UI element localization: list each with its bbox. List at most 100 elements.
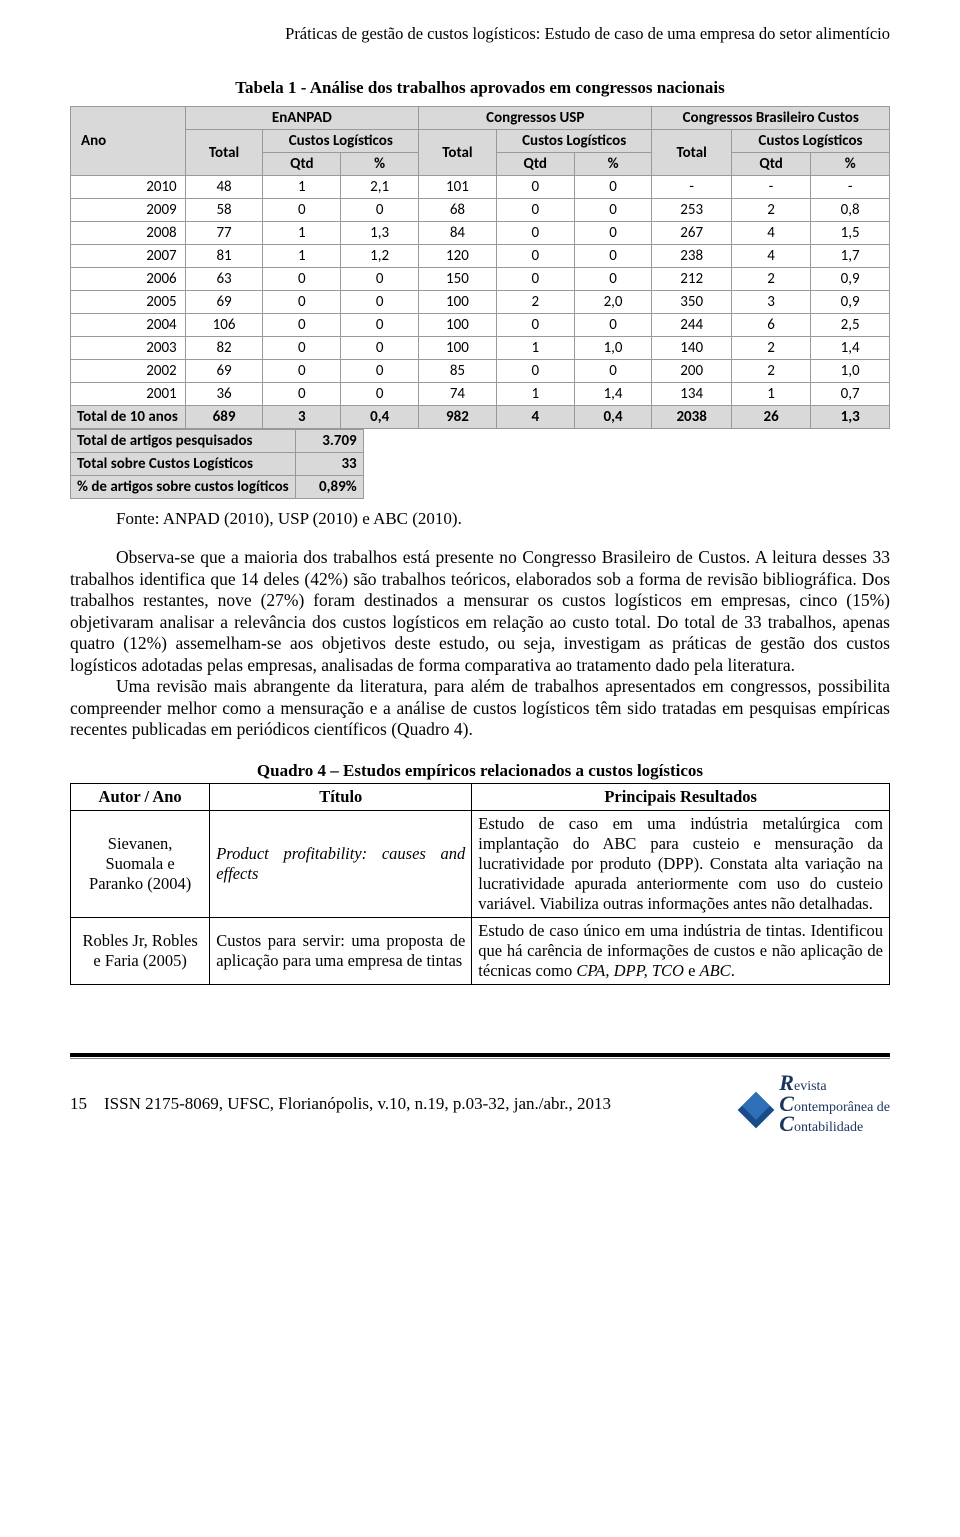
table-cell: 0,9 <box>811 291 890 314</box>
table-cell: 2 <box>496 291 574 314</box>
q4-title: Custos para servir: uma proposta de apli… <box>210 917 472 984</box>
logo-text: Revista Contemporânea de Contabilidade <box>779 1073 890 1136</box>
table-cell: - <box>652 176 731 199</box>
th-qtd: Qtd <box>263 153 341 176</box>
table1-grid: Ano EnANPAD Congressos USP Congressos Br… <box>70 106 890 429</box>
th-cbc: Congressos Brasileiro Custos <box>652 107 890 130</box>
table-cell: 350 <box>652 291 731 314</box>
table-cell: 0 <box>574 268 652 291</box>
table-cell: 2 <box>731 337 810 360</box>
running-header: Práticas de gestão de custos logísticos:… <box>70 24 890 44</box>
table-cell: 4 <box>731 245 810 268</box>
table-cell: 82 <box>185 337 263 360</box>
table-cell: 3 <box>731 291 810 314</box>
table-cell: 4 <box>731 222 810 245</box>
table-cell: 2007 <box>71 245 186 268</box>
table-cell: 120 <box>419 245 497 268</box>
table1-caption: Tabela 1 - Análise dos trabalhos aprovad… <box>70 78 890 98</box>
table-cell: 0 <box>263 199 341 222</box>
table-cell: 36 <box>185 383 263 406</box>
th-cl-a: Custos Logísticos <box>263 130 419 153</box>
table-cell: 85 <box>419 360 497 383</box>
table-cell: 0 <box>574 176 652 199</box>
table-cell: 0 <box>574 360 652 383</box>
table-cell: 63 <box>185 268 263 291</box>
table-cell: 2009 <box>71 199 186 222</box>
table-row: 200136007411,413410,7 <box>71 383 890 406</box>
q4-th-result: Principais Resultados <box>472 783 890 810</box>
q4-author: Sievanen, Suomala e Paranko (2004) <box>71 810 210 917</box>
logo-line2: ontemporânea de <box>794 1100 890 1115</box>
table-cell: 2005 <box>71 291 186 314</box>
table-cell: 2038 <box>652 406 731 429</box>
table-cell: 0 <box>341 314 419 337</box>
table-cell: 212 <box>652 268 731 291</box>
table-cell: 1,4 <box>574 383 652 406</box>
table-row: 20026900850020021,0 <box>71 360 890 383</box>
summary-value: 3.709 <box>295 430 363 453</box>
table-cell: 0 <box>341 268 419 291</box>
table-cell: 150 <box>419 268 497 291</box>
table-cell: 6 <box>731 314 810 337</box>
logo-c2: C <box>779 1111 794 1136</box>
page-footer: 15 ISSN 2175-8069, UFSC, Florianópolis, … <box>70 1073 890 1136</box>
table-cell: 0,4 <box>341 406 419 429</box>
summary-row: % de artigos sobre custos logíticos0,89% <box>71 476 364 499</box>
table-cell: 244 <box>652 314 731 337</box>
table-cell: 1 <box>263 245 341 268</box>
page-number: 15 <box>70 1094 104 1114</box>
th-total-a: Total <box>185 130 263 176</box>
table-cell: 0 <box>263 268 341 291</box>
quadro4-table: Autor / Ano Título Principais Resultados… <box>70 783 890 985</box>
table-cell: 0 <box>574 199 652 222</box>
table-cell: 0,9 <box>811 268 890 291</box>
table-cell: 1,0 <box>811 360 890 383</box>
th-usp: Congressos USP <box>419 107 652 130</box>
table1-source: Fonte: ANPAD (2010), USP (2010) e ABC (2… <box>116 509 890 529</box>
th-total-c: Total <box>652 130 731 176</box>
table-cell: 0 <box>263 314 341 337</box>
table-cell: 2003 <box>71 337 186 360</box>
table-cell: 2 <box>731 199 810 222</box>
q4-th-title: Título <box>210 783 472 810</box>
table-cell: 0 <box>574 222 652 245</box>
table-cell: 0 <box>574 314 652 337</box>
table-cell: 0 <box>496 222 574 245</box>
table-cell: 2006 <box>71 268 186 291</box>
table-cell: 982 <box>419 406 497 429</box>
table-row: 2003820010011,014021,4 <box>71 337 890 360</box>
table-cell: 58 <box>185 199 263 222</box>
summary-label: Total sobre Custos Logísticos <box>71 453 296 476</box>
table-cell: 1 <box>496 383 574 406</box>
table-cell: 0 <box>341 360 419 383</box>
table-cell: 100 <box>419 337 497 360</box>
table-cell: 200 <box>652 360 731 383</box>
summary-label: % de artigos sobre custos logíticos <box>71 476 296 499</box>
th-enanpad: EnANPAD <box>185 107 418 130</box>
table-cell: 2 <box>731 268 810 291</box>
table-cell: 1,4 <box>811 337 890 360</box>
table-cell: 100 <box>419 291 497 314</box>
q4-title: Product profitability: causes and effect… <box>210 810 472 917</box>
table-cell: 0 <box>496 314 574 337</box>
table-total-row: Total de 10 anos68930,498240,42038261,3 <box>71 406 890 429</box>
th-pct: % <box>574 153 652 176</box>
table-cell: 69 <box>185 291 263 314</box>
table-cell: 2,0 <box>574 291 652 314</box>
th-cl-b: Custos Logísticos <box>496 130 652 153</box>
table-cell: - <box>811 176 890 199</box>
table-cell: Total de 10 anos <box>71 406 186 429</box>
table-cell: 0 <box>263 291 341 314</box>
table-cell: - <box>731 176 810 199</box>
table-cell: 84 <box>419 222 497 245</box>
table-cell: 2001 <box>71 383 186 406</box>
table-cell: 81 <box>185 245 263 268</box>
q4-result: Estudo de caso em uma indústria metalúrg… <box>472 810 890 917</box>
table-cell: 0 <box>263 383 341 406</box>
table-row: 20087711,3840026741,5 <box>71 222 890 245</box>
table-cell: 0,4 <box>574 406 652 429</box>
table-cell: 0,8 <box>811 199 890 222</box>
summary-label: Total de artigos pesquisados <box>71 430 296 453</box>
table-cell: 1,2 <box>341 245 419 268</box>
table-cell: 1,0 <box>574 337 652 360</box>
